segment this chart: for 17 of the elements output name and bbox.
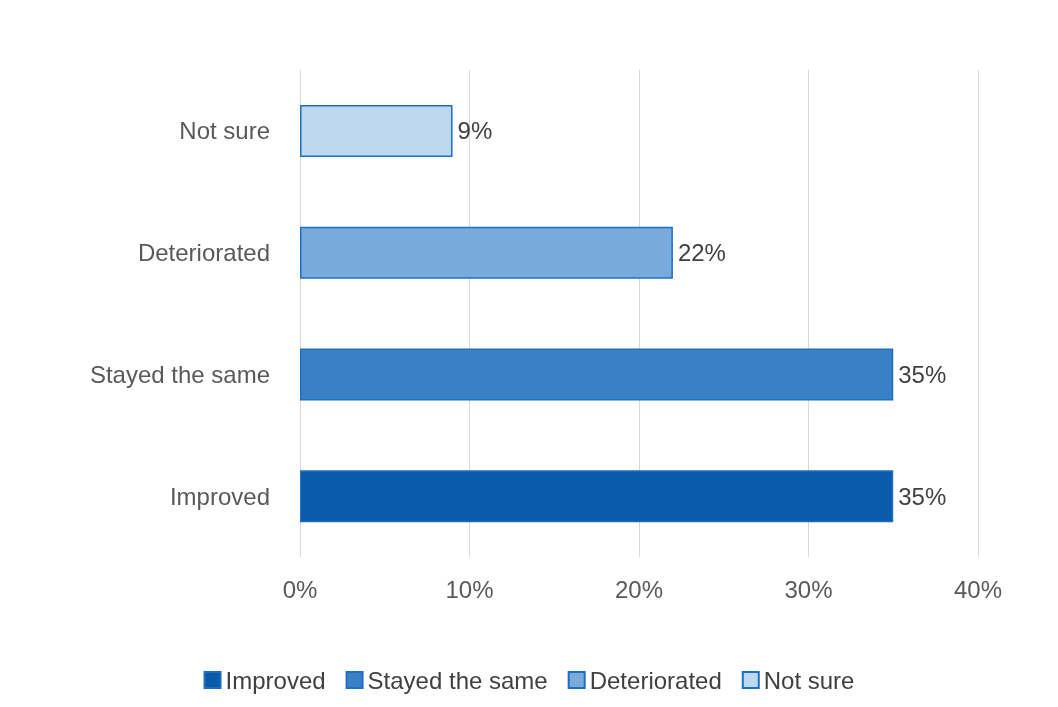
legend-label: Not sure bbox=[763, 666, 855, 694]
x-tick-label: 40% bbox=[953, 575, 1003, 603]
data-label: 35% bbox=[898, 482, 947, 510]
y-tick-label: Improved bbox=[169, 482, 270, 510]
y-tick-label: Deteriorated bbox=[137, 239, 270, 267]
data-label: 22% bbox=[677, 239, 726, 267]
legend-label: Stayed the same bbox=[367, 666, 548, 694]
legend-label: Improved bbox=[225, 666, 326, 694]
x-tick-label: 30% bbox=[784, 575, 833, 603]
data-label: 35% bbox=[898, 360, 947, 388]
data-label: 9% bbox=[457, 117, 493, 145]
x-tick-label: 20% bbox=[614, 575, 664, 603]
y-tick-label: Stayed the same bbox=[89, 360, 270, 388]
x-tick-label: 0% bbox=[282, 575, 318, 603]
y-tick-label: Not sure bbox=[179, 117, 270, 145]
legend-label: Deteriorated bbox=[589, 666, 722, 694]
x-tick-label: 10% bbox=[445, 575, 494, 603]
